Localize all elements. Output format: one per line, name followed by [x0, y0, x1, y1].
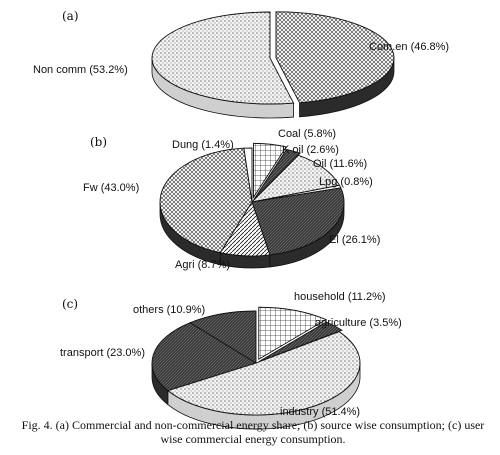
slice-label-agri: Agri (8.7%) — [175, 259, 230, 271]
panel-label-b: (b) — [90, 135, 107, 149]
slice-label-transport: transport (23.0%) — [60, 347, 145, 359]
pie-slice-oil — [250, 154, 341, 203]
pie-chart-b: Coal (5.8%) K oil (2.6%) Oil (11.6%) Lpg (0… — [83, 128, 380, 271]
slice-label-industry: industry (51.4%) — [280, 406, 360, 418]
slice-label-fw: Fw (43.0%) — [83, 182, 139, 194]
pie-slice-household — [258, 306, 328, 361]
slice-label-others: others (10.9%) — [133, 304, 205, 316]
slice-label-non-comm: Non comm (53.2%) — [33, 64, 128, 76]
pie-slice-others — [189, 310, 257, 364]
pie-slice-com-en — [275, 11, 395, 104]
pie-slice-coal — [253, 142, 287, 199]
slice-label-el: El (26.1%) — [329, 234, 380, 246]
panel-label-c: (c) — [62, 297, 78, 311]
slice-label-lpg: Lpg (0.8%) — [319, 176, 373, 188]
panel-label-a: (a) — [62, 9, 79, 23]
pie-chart-a: Com.en (46.8%) Non comm (53.2%) — [33, 11, 449, 119]
slice-label-agriculture: agriculture (3.5%) — [315, 317, 402, 329]
slice-label-k-oil: K oil (2.6%) — [282, 144, 339, 156]
figure-caption: Fig. 4. (a) Commercial and non-commercia… — [21, 418, 485, 446]
slice-label-household: household (11.2%) — [294, 291, 386, 303]
pie-slice-non-comm — [151, 11, 295, 105]
slice-label-coal: Coal (5.8%) — [278, 128, 336, 140]
pie-slice-el — [251, 187, 345, 256]
slice-label-dung: Dung (1.4%) — [172, 139, 234, 151]
pie-slice-dung — [243, 147, 253, 203]
slice-label-oil: Oil (11.6%) — [313, 158, 367, 170]
pie-slice-agriculture — [258, 321, 343, 363]
slice-label-com-en: Com.en (46.8%) — [369, 41, 449, 53]
pie-slice-transport — [151, 322, 258, 392]
pie-chart-c: household (11.2%) agriculture (3.5%) indus… — [60, 291, 402, 430]
pie-slice-fw — [159, 147, 253, 254]
pie-slice-k-oil — [253, 148, 301, 201]
pie-slice-industry — [166, 331, 361, 416]
